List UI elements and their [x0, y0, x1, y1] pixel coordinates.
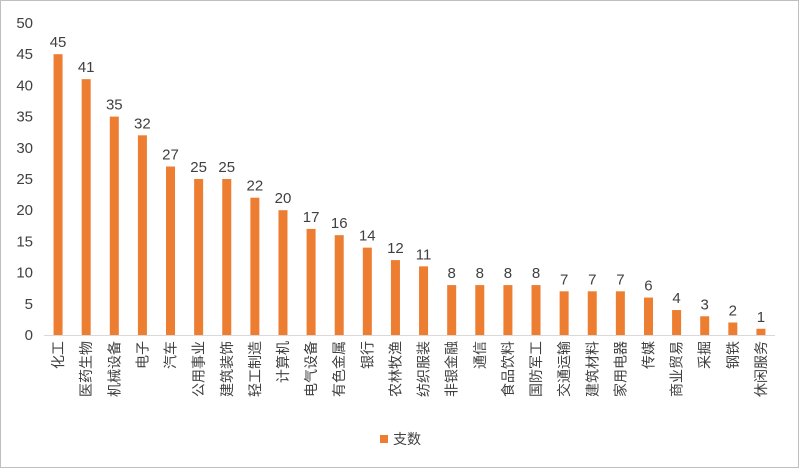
data-label: 2 — [729, 303, 737, 320]
bar — [531, 285, 541, 335]
data-label: 4 — [672, 290, 680, 307]
bar — [756, 328, 766, 335]
x-tick-label: 电气设备 — [303, 341, 320, 397]
y-tick-label: 45 — [16, 46, 33, 63]
x-tick-label: 国防军工 — [529, 341, 545, 397]
data-label: 41 — [78, 59, 95, 76]
x-tick-label: 公用事业 — [192, 341, 208, 397]
data-label: 27 — [162, 147, 179, 164]
x-tick-label: 电子 — [135, 341, 151, 369]
x-tick-label: 休闲服务 — [754, 341, 770, 397]
bar — [672, 310, 682, 335]
bars-group — [53, 54, 766, 335]
data-label: 6 — [644, 278, 652, 295]
data-label: 1 — [757, 309, 765, 326]
legend: 支数 — [380, 432, 421, 448]
data-label: 22 — [247, 178, 264, 195]
x-tick-label: 轻工制造 — [248, 341, 264, 397]
x-tick-label: 商业贸易 — [670, 341, 686, 397]
bar — [475, 285, 485, 335]
data-label: 12 — [387, 240, 404, 257]
data-label: 8 — [476, 265, 484, 282]
bar — [587, 291, 597, 335]
y-tick-label: 40 — [16, 77, 33, 94]
data-label: 8 — [532, 265, 540, 282]
x-tick-label: 纺织服装 — [417, 341, 433, 397]
data-label: 25 — [218, 159, 235, 176]
y-tick-label: 10 — [16, 265, 33, 282]
x-tick-label: 钢铁 — [726, 341, 742, 369]
y-tick-label: 50 — [16, 15, 33, 32]
x-tick-label: 非银金融 — [445, 341, 461, 397]
bar — [109, 116, 119, 335]
x-axis-ticks: 化工 医药生物 机械设备 电子 汽车 公用事业 建筑装饰 轻工制造 计算机 电气设备 有色金属 银行农… — [51, 341, 770, 397]
data-label: 14 — [359, 228, 376, 245]
data-label: 7 — [616, 271, 624, 288]
x-tick-label: 有色金属 — [331, 341, 348, 397]
data-label: 32 — [134, 115, 151, 132]
bar — [700, 316, 710, 335]
data-label: 45 — [50, 34, 67, 51]
data-label: 35 — [106, 97, 123, 114]
x-tick-label: 家用电器 — [612, 341, 629, 397]
y-tick-label: 0 — [25, 327, 33, 344]
bar — [447, 285, 457, 335]
x-tick-label: 采掘 — [698, 341, 714, 369]
y-tick-label: 5 — [25, 296, 33, 313]
bar — [615, 291, 625, 335]
data-label: 7 — [588, 271, 596, 288]
legend-swatch — [380, 435, 388, 443]
data-label: 20 — [275, 190, 292, 207]
y-tick-label: 35 — [16, 109, 33, 126]
x-tick-label: 建筑装饰 — [220, 341, 236, 397]
x-tick-label: 通信 — [473, 341, 489, 369]
x-tick-label: 食品饮料 — [500, 341, 517, 397]
y-tick-label: 15 — [16, 233, 33, 250]
data-label: 8 — [448, 265, 456, 282]
bar — [728, 322, 738, 335]
bar — [278, 210, 288, 335]
bar — [306, 228, 316, 335]
x-tick-label: 建筑材料 — [585, 341, 601, 397]
bar — [419, 266, 429, 335]
bar — [166, 166, 176, 335]
bar — [643, 297, 653, 335]
data-label: 3 — [701, 296, 709, 313]
bar — [53, 54, 63, 335]
x-tick-label: 交通运输 — [556, 341, 573, 397]
x-tick-label: 机械设备 — [106, 341, 123, 397]
x-tick-label: 医药生物 — [79, 341, 95, 397]
x-tick-label: 农林牧渔 — [388, 341, 404, 397]
y-tick-label: 25 — [16, 171, 33, 188]
bar — [362, 247, 372, 335]
data-label: 16 — [331, 215, 348, 232]
x-tick-label: 银行 — [360, 341, 376, 369]
bar — [81, 79, 91, 335]
bar — [334, 235, 344, 335]
data-label: 25 — [190, 159, 207, 176]
bar — [250, 197, 260, 335]
bar — [222, 179, 232, 335]
x-tick-label: 汽车 — [163, 341, 180, 369]
y-axis-ticks: 0 5 10 15 20 25 30 35 40 45 50 — [16, 15, 33, 344]
bar — [390, 260, 400, 335]
x-tick-label: 计算机 — [276, 341, 292, 383]
x-tick-label: 传媒 — [641, 341, 657, 369]
legend-label: 支数 — [393, 432, 421, 448]
data-label: 7 — [560, 271, 568, 288]
data-label: 8 — [504, 265, 512, 282]
bar — [503, 285, 513, 335]
data-label: 11 — [416, 246, 432, 263]
x-tick-label: 化工 — [51, 341, 67, 369]
y-tick-label: 20 — [16, 202, 33, 219]
bar — [559, 291, 569, 335]
bar — [194, 179, 204, 335]
bar — [137, 135, 147, 335]
y-tick-label: 30 — [16, 140, 33, 157]
data-label: 17 — [303, 209, 320, 226]
